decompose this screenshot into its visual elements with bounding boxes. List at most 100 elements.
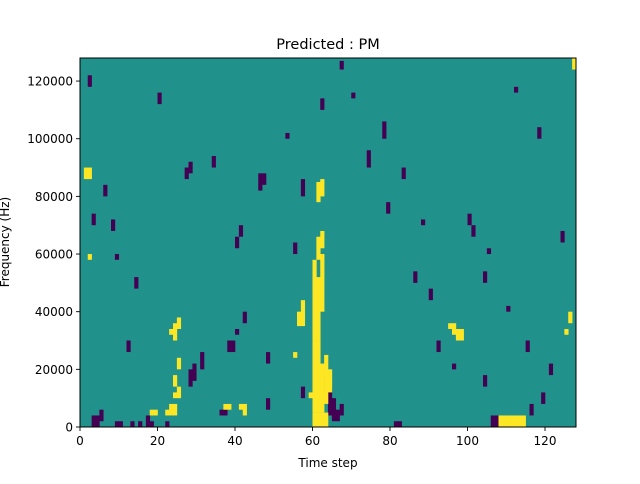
heatmap-cell-high	[173, 375, 178, 387]
heatmap-cell-low	[91, 415, 96, 427]
heatmap-cell-high	[316, 277, 321, 341]
heatmap-cell-high	[320, 179, 325, 197]
heatmap-cell-high	[176, 357, 182, 370]
heatmap-cell-low	[114, 421, 120, 427]
heatmap-cell-low	[514, 86, 519, 93]
heatmap-cell-low	[331, 398, 337, 422]
heatmap-cell-low	[452, 363, 457, 370]
heatmap-cell-low	[118, 421, 123, 427]
heatmap-cell-high	[293, 352, 298, 358]
plot-frame	[79, 57, 577, 428]
heatmap-cell-high	[87, 254, 92, 260]
heatmap-cell-low	[339, 60, 344, 70]
y-tick-label: 20000	[35, 363, 73, 377]
heatmap-cell-low	[483, 375, 488, 387]
heatmap-cell-low	[235, 236, 240, 249]
plot-area	[79, 57, 577, 428]
heatmap-cell-low	[401, 167, 406, 180]
heatmap-cell-low	[200, 352, 205, 370]
heatmap-cell-high	[176, 386, 182, 399]
heatmap-cell-low	[300, 179, 306, 197]
heatmap-cell-low	[397, 421, 402, 427]
heatmap-cell-high	[498, 415, 503, 427]
y-tick-label: 80000	[35, 190, 73, 204]
heatmap-cell-high	[312, 259, 317, 341]
heatmap-cell-low	[413, 271, 418, 283]
heatmap-cell-low	[134, 277, 139, 289]
y-axis-label: Frequency (Hz)	[0, 197, 12, 288]
heatmap-cell-low	[91, 213, 96, 226]
heatmap-cell-high	[176, 317, 182, 329]
heatmap-cell-high	[165, 409, 170, 416]
heatmap-cell-low	[165, 421, 170, 427]
heatmap-cell-high	[568, 311, 573, 324]
heatmap-cell-high	[320, 412, 325, 427]
heatmap-cells	[83, 58, 577, 427]
heatmap-cell-low	[266, 352, 271, 364]
heatmap-cell-high	[514, 415, 519, 427]
y-tick-label: 0	[65, 421, 73, 435]
heatmap-cell-low	[421, 219, 426, 226]
heatmap-cell-high	[564, 328, 569, 335]
heatmap-cell-high	[242, 403, 247, 416]
heatmap-cell-low	[95, 415, 100, 427]
y-axis: 0 20000 40000 60000 80000 100000 120000	[27, 75, 80, 435]
heatmap-cell-high	[312, 412, 317, 427]
heatmap-cell-high	[572, 58, 577, 70]
heatmap-cell-low	[506, 305, 511, 312]
heatmap-cell-high	[153, 409, 158, 416]
heatmap-cell-high	[320, 254, 325, 312]
heatmap-cell-high	[328, 369, 333, 393]
heatmap-cell-low	[560, 230, 565, 243]
heatmap-cell-high	[324, 412, 329, 427]
heatmap-cell-low	[300, 386, 306, 399]
heatmap-cell-high	[316, 340, 321, 413]
heatmap-cell-high	[510, 415, 515, 427]
heatmap-cell-low	[525, 340, 530, 353]
heatmap-cell-low	[188, 369, 193, 387]
heatmap-cell-low	[87, 75, 92, 87]
heatmap-cell-low	[285, 132, 290, 139]
heatmap-cell-low	[490, 415, 495, 427]
heatmap-cell-low	[471, 225, 476, 237]
heatmap-cell-low	[382, 121, 387, 139]
x-axis-label: Time step	[297, 456, 357, 470]
heatmap-cell-high	[324, 354, 329, 404]
heatmap-cell-high	[502, 415, 507, 427]
heatmap-cell-high	[227, 403, 232, 410]
heatmap-cell-high	[521, 415, 526, 427]
heatmap-cell-high	[320, 230, 325, 249]
heatmap-cell-high	[300, 300, 306, 327]
heatmap-cell-low	[192, 363, 197, 381]
y-tick-label: 100000	[27, 132, 73, 146]
x-tick-label: 40	[227, 434, 242, 448]
heatmap-cell-low	[227, 340, 232, 353]
heatmap-cell-high	[316, 412, 321, 427]
heatmap-cell-low	[231, 340, 236, 353]
heatmap-cell-low	[258, 173, 263, 191]
heatmap-cell-high	[173, 392, 178, 399]
chart-title: Predicted : PM	[276, 37, 379, 53]
heatmap-cell-low	[293, 242, 298, 255]
heatmap-cell-low	[103, 184, 108, 197]
heatmap-cell-high	[316, 236, 321, 260]
heatmap-cell-high	[312, 340, 317, 413]
heatmap-cell-low	[328, 386, 333, 416]
heatmap-cell-low	[126, 340, 131, 353]
heatmap-cell-low	[320, 98, 325, 110]
heatmap-cell-high	[173, 323, 178, 341]
heatmap-cell-low	[262, 173, 267, 185]
heatmap-cell-high	[169, 403, 174, 416]
heatmap-cell-low	[339, 403, 344, 416]
heatmap-cell-low	[351, 92, 356, 99]
heatmap-cell-low	[114, 254, 120, 260]
heatmap-cell-low	[149, 421, 154, 427]
heatmap-cell-high	[452, 323, 457, 335]
heatmap-cell-low	[428, 288, 433, 301]
heatmap-cell-high	[238, 403, 244, 410]
heatmap-cell-high	[455, 328, 461, 341]
heatmap-cell-low	[386, 202, 391, 214]
y-tick-label: 60000	[35, 248, 73, 262]
heatmap-cell-low	[238, 225, 244, 237]
